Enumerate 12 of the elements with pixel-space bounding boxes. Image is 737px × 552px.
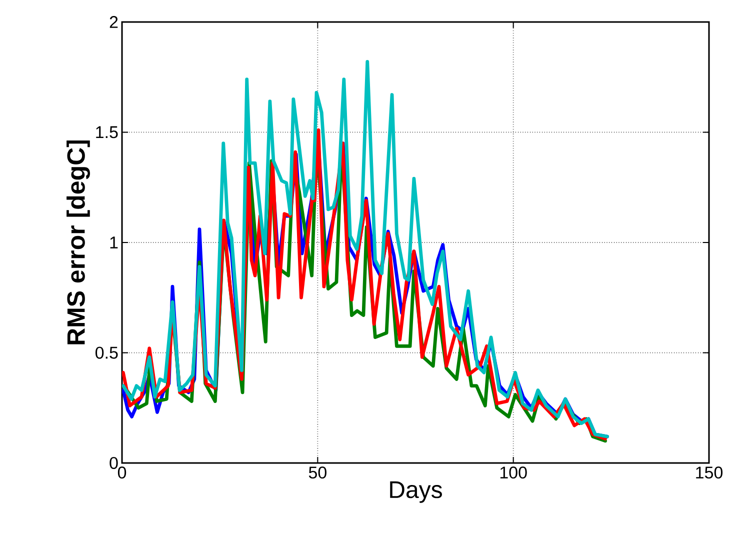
- x-axis-title: Days: [390, 481, 442, 503]
- x-tick-label: 0: [118, 466, 126, 479]
- y-tick-label: 1: [110, 236, 118, 248]
- y-tick-label: 1.5: [96, 126, 118, 138]
- x-tick-label: 150: [696, 466, 723, 479]
- y-tick-label: 0.5: [96, 346, 118, 359]
- y-tick-label: 0: [110, 456, 118, 470]
- y-axis-title: RMS error [degC]: [66, 140, 90, 344]
- x-tick-label: 50: [308, 466, 326, 479]
- y-tick-label: 2: [110, 16, 118, 28]
- x-tick-label: 100: [500, 466, 527, 479]
- line-series: [122, 60, 609, 438]
